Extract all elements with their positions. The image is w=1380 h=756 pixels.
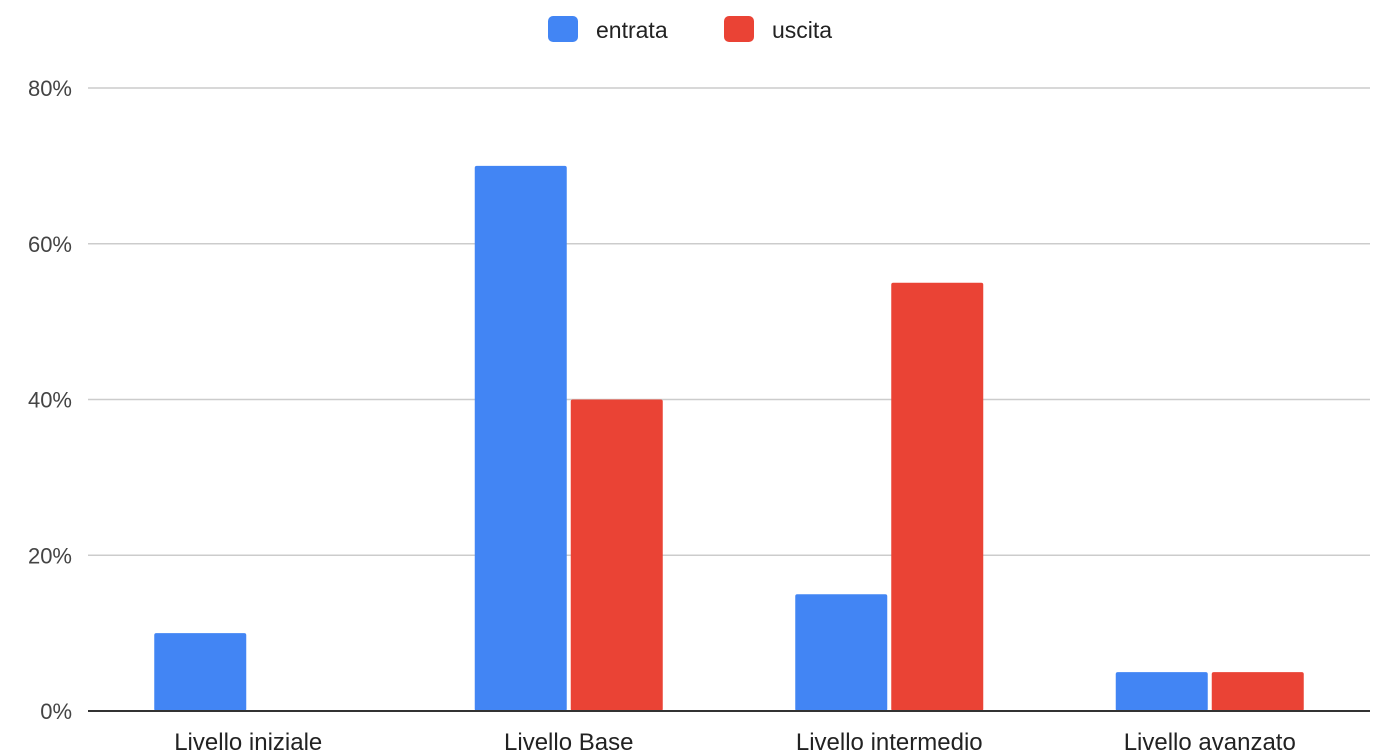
bar-uscita-2: [891, 282, 984, 711]
y-tick-label: 40%: [28, 388, 72, 413]
y-tick-label: 80%: [28, 76, 72, 101]
bar-entrata-0: [154, 633, 247, 711]
bar-uscita-1: [570, 399, 663, 711]
legend-label-uscita: uscita: [772, 17, 832, 43]
x-category-label: Livello Base: [504, 729, 633, 756]
y-tick-label: 0%: [40, 699, 72, 724]
x-category-label: Livello avanzato: [1124, 729, 1296, 756]
gridlines: [88, 87, 1370, 556]
bars: [154, 165, 1304, 711]
legend-swatch-entrata: [548, 16, 578, 42]
bar-entrata-2: [795, 594, 888, 711]
x-category-label: Livello iniziale: [174, 729, 322, 756]
y-axis-ticks: 0% 20% 40% 60% 80%: [28, 76, 72, 724]
bar-uscita-3: [1211, 672, 1304, 711]
bar-entrata-3: [1115, 672, 1208, 711]
x-axis-categories: Livello iniziale Livello Base Livello inte…: [174, 729, 1296, 756]
bar-entrata-1: [474, 165, 567, 711]
x-category-label: Livello intermedio: [796, 729, 983, 756]
y-tick-label: 60%: [28, 232, 72, 257]
y-tick-label: 20%: [28, 543, 72, 568]
legend-swatch-uscita: [724, 16, 754, 42]
legend-label-entrata: entrata: [596, 17, 668, 43]
legend: entrata uscita: [548, 16, 832, 43]
